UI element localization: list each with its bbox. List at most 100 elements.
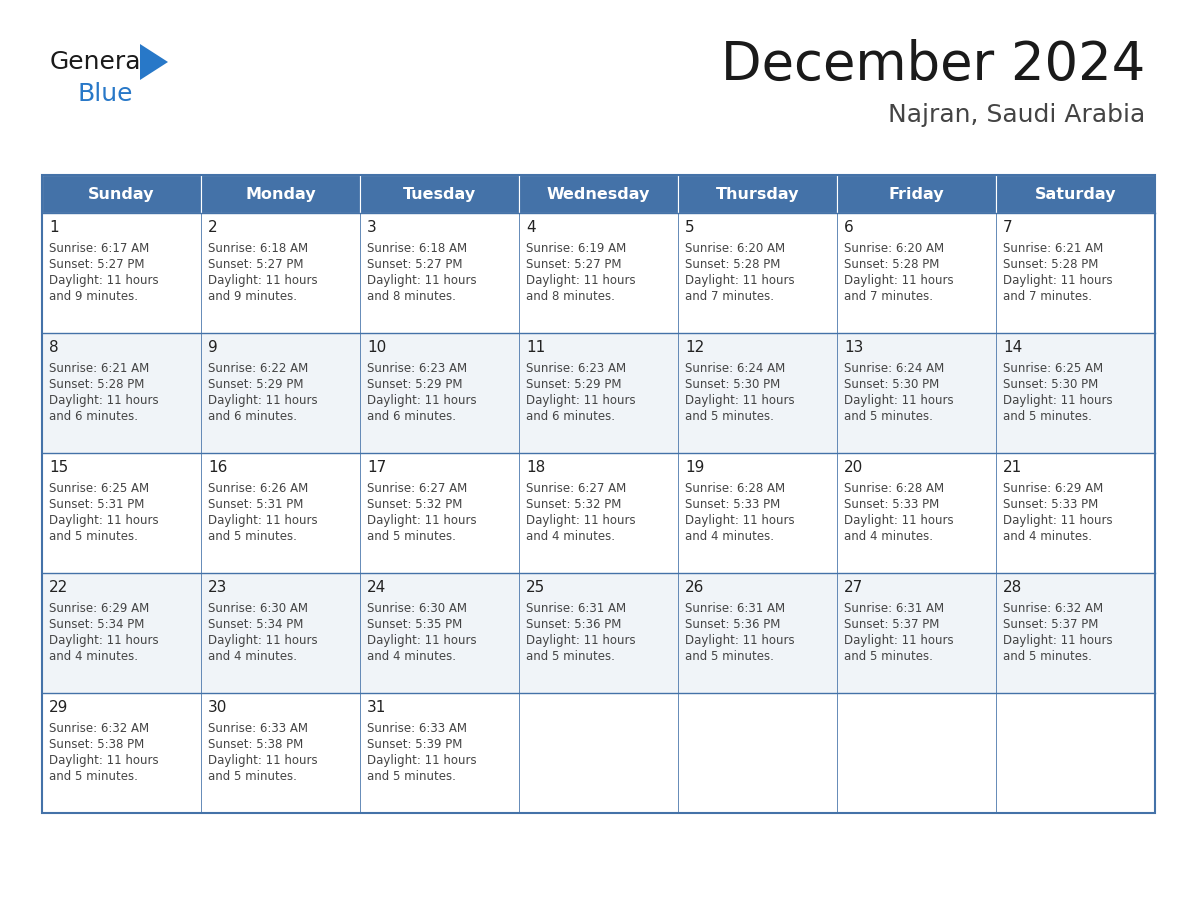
Text: Daylight: 11 hours: Daylight: 11 hours (367, 634, 476, 647)
Text: 16: 16 (208, 460, 227, 475)
Text: Daylight: 11 hours: Daylight: 11 hours (685, 394, 795, 407)
Bar (201, 175, 360, 213)
Text: and 4 minutes.: and 4 minutes. (208, 650, 297, 663)
Bar (42, 693, 201, 813)
Text: Sunset: 5:32 PM: Sunset: 5:32 PM (526, 498, 621, 511)
Text: and 7 minutes.: and 7 minutes. (843, 290, 933, 303)
Text: Daylight: 11 hours: Daylight: 11 hours (49, 394, 159, 407)
Bar (360, 453, 519, 573)
Text: 31: 31 (367, 700, 386, 715)
Text: 10: 10 (367, 340, 386, 355)
Bar (996, 453, 1155, 573)
Text: Sunset: 5:33 PM: Sunset: 5:33 PM (1003, 498, 1098, 511)
Bar (519, 693, 678, 813)
Text: Sunset: 5:33 PM: Sunset: 5:33 PM (843, 498, 940, 511)
Bar (996, 213, 1155, 333)
Text: Sunset: 5:27 PM: Sunset: 5:27 PM (367, 258, 462, 271)
Text: 15: 15 (49, 460, 68, 475)
Text: 12: 12 (685, 340, 704, 355)
Text: Sunrise: 6:24 AM: Sunrise: 6:24 AM (843, 362, 944, 375)
Text: Sunset: 5:34 PM: Sunset: 5:34 PM (49, 618, 145, 631)
Text: Sunrise: 6:25 AM: Sunrise: 6:25 AM (49, 482, 150, 495)
Bar (996, 333, 1155, 453)
Text: and 5 minutes.: and 5 minutes. (367, 770, 456, 783)
Text: Daylight: 11 hours: Daylight: 11 hours (526, 514, 636, 527)
Text: Daylight: 11 hours: Daylight: 11 hours (1003, 394, 1113, 407)
Text: Sunrise: 6:29 AM: Sunrise: 6:29 AM (49, 602, 150, 615)
Text: Sunset: 5:37 PM: Sunset: 5:37 PM (1003, 618, 1099, 631)
Text: Sunset: 5:36 PM: Sunset: 5:36 PM (685, 618, 781, 631)
Text: 21: 21 (1003, 460, 1022, 475)
Text: Sunset: 5:28 PM: Sunset: 5:28 PM (1003, 258, 1099, 271)
Text: Sunset: 5:35 PM: Sunset: 5:35 PM (367, 618, 462, 631)
Text: Sunset: 5:38 PM: Sunset: 5:38 PM (49, 738, 144, 751)
Text: Sunrise: 6:30 AM: Sunrise: 6:30 AM (208, 602, 308, 615)
Text: Daylight: 11 hours: Daylight: 11 hours (208, 394, 317, 407)
Text: Sunset: 5:31 PM: Sunset: 5:31 PM (208, 498, 303, 511)
Text: Sunrise: 6:31 AM: Sunrise: 6:31 AM (526, 602, 626, 615)
Text: and 4 minutes.: and 4 minutes. (1003, 530, 1092, 543)
Text: Daylight: 11 hours: Daylight: 11 hours (367, 274, 476, 287)
Text: 29: 29 (49, 700, 69, 715)
Text: Sunrise: 6:18 AM: Sunrise: 6:18 AM (367, 242, 467, 255)
Text: 28: 28 (1003, 580, 1022, 595)
Text: and 4 minutes.: and 4 minutes. (526, 530, 615, 543)
Bar (678, 333, 838, 453)
Text: 27: 27 (843, 580, 864, 595)
Text: and 6 minutes.: and 6 minutes. (367, 410, 456, 423)
Text: Sunrise: 6:27 AM: Sunrise: 6:27 AM (526, 482, 626, 495)
Text: 6: 6 (843, 220, 854, 235)
Text: Thursday: Thursday (715, 186, 800, 201)
Text: Sunrise: 6:29 AM: Sunrise: 6:29 AM (1003, 482, 1104, 495)
Text: Daylight: 11 hours: Daylight: 11 hours (843, 394, 954, 407)
Text: and 5 minutes.: and 5 minutes. (49, 530, 138, 543)
Text: Sunrise: 6:27 AM: Sunrise: 6:27 AM (367, 482, 467, 495)
Text: Daylight: 11 hours: Daylight: 11 hours (526, 394, 636, 407)
Text: 20: 20 (843, 460, 864, 475)
Text: and 4 minutes.: and 4 minutes. (49, 650, 138, 663)
Bar (996, 175, 1155, 213)
Text: Sunset: 5:30 PM: Sunset: 5:30 PM (843, 378, 940, 391)
Text: Sunrise: 6:31 AM: Sunrise: 6:31 AM (843, 602, 944, 615)
Text: Saturday: Saturday (1035, 186, 1117, 201)
Text: 30: 30 (208, 700, 227, 715)
Text: Sunset: 5:29 PM: Sunset: 5:29 PM (208, 378, 303, 391)
Text: 5: 5 (685, 220, 695, 235)
Text: December 2024: December 2024 (721, 39, 1145, 91)
Text: Sunset: 5:38 PM: Sunset: 5:38 PM (208, 738, 303, 751)
Text: Sunrise: 6:32 AM: Sunrise: 6:32 AM (1003, 602, 1104, 615)
Text: 26: 26 (685, 580, 704, 595)
Bar (838, 693, 996, 813)
Text: and 5 minutes.: and 5 minutes. (843, 410, 933, 423)
Text: 3: 3 (367, 220, 377, 235)
Text: Sunrise: 6:33 AM: Sunrise: 6:33 AM (367, 722, 467, 735)
Bar (201, 213, 360, 333)
Bar (678, 693, 838, 813)
Text: Blue: Blue (78, 82, 133, 106)
Text: Daylight: 11 hours: Daylight: 11 hours (49, 754, 159, 767)
Text: Sunrise: 6:26 AM: Sunrise: 6:26 AM (208, 482, 308, 495)
Bar (678, 175, 838, 213)
Bar (201, 453, 360, 573)
Text: Daylight: 11 hours: Daylight: 11 hours (685, 634, 795, 647)
Bar (42, 175, 201, 213)
Text: Najran, Saudi Arabia: Najran, Saudi Arabia (887, 103, 1145, 127)
Text: Sunset: 5:30 PM: Sunset: 5:30 PM (1003, 378, 1098, 391)
Polygon shape (140, 44, 168, 80)
Text: Sunset: 5:34 PM: Sunset: 5:34 PM (208, 618, 303, 631)
Text: Daylight: 11 hours: Daylight: 11 hours (208, 514, 317, 527)
Text: and 6 minutes.: and 6 minutes. (49, 410, 138, 423)
Text: Sunset: 5:36 PM: Sunset: 5:36 PM (526, 618, 621, 631)
Text: Daylight: 11 hours: Daylight: 11 hours (843, 634, 954, 647)
Text: 2: 2 (208, 220, 217, 235)
Bar (42, 213, 201, 333)
Text: and 5 minutes.: and 5 minutes. (1003, 650, 1092, 663)
Bar (519, 453, 678, 573)
Bar (42, 175, 1155, 813)
Text: 14: 14 (1003, 340, 1022, 355)
Text: Daylight: 11 hours: Daylight: 11 hours (843, 274, 954, 287)
Text: Daylight: 11 hours: Daylight: 11 hours (367, 754, 476, 767)
Bar (201, 333, 360, 453)
Text: Sunset: 5:32 PM: Sunset: 5:32 PM (367, 498, 462, 511)
Bar (201, 693, 360, 813)
